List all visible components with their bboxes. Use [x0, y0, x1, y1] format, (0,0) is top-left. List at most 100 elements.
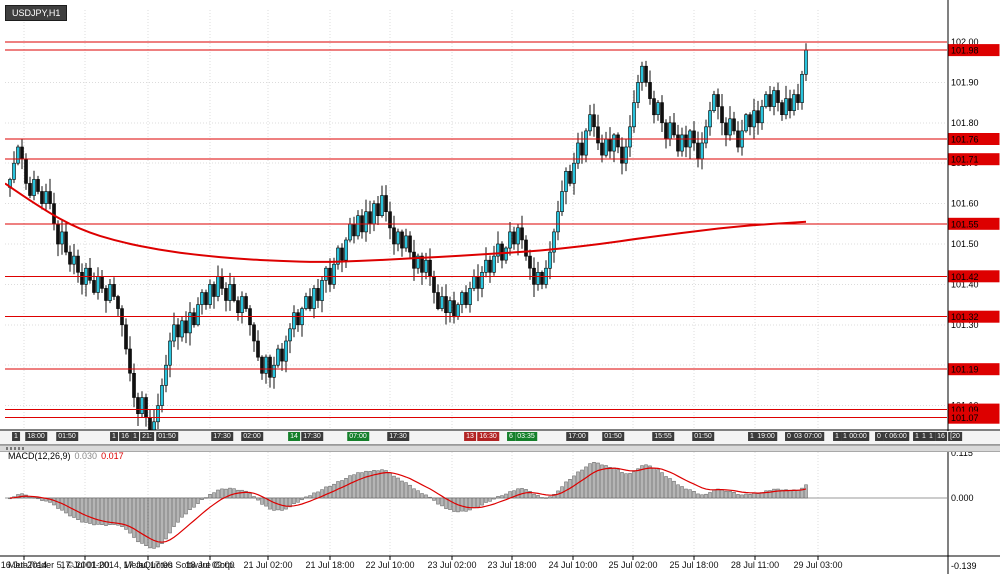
event-marker[interactable]: 1: [920, 432, 928, 441]
time-axis-ticks: [23, 556, 819, 560]
price-tag[interactable]: 101.76: [948, 133, 1000, 145]
svg-text:101.42: 101.42: [951, 272, 979, 282]
event-marker[interactable]: 1: [110, 432, 118, 441]
svg-text:101.98: 101.98: [951, 46, 979, 56]
event-marker[interactable]: 0: [883, 432, 891, 441]
time-axis-label: 29 Jul 03:00: [793, 560, 843, 570]
macd-axis[interactable]: 0.115 0.000 -0.139: [951, 448, 977, 571]
event-marker[interactable]: 01:50: [602, 432, 624, 441]
event-marker[interactable]: 1: [913, 432, 921, 441]
svg-text:-0.139: -0.139: [951, 561, 977, 571]
event-marker[interactable]: 17:30: [301, 432, 323, 441]
event-marker[interactable]: 18:00: [25, 432, 47, 441]
event-marker[interactable]: 14: [288, 432, 300, 441]
event-marker[interactable]: 01:50: [692, 432, 714, 441]
price-axis[interactable]: 102.00101.90101.80101.70101.60101.50101.…: [948, 37, 1000, 424]
splitter-grip-icon[interactable]: [6, 447, 24, 450]
price-tag[interactable]: 101.42: [948, 270, 1000, 283]
event-marker[interactable]: 00:00: [847, 432, 869, 441]
event-marker[interactable]: 17:00: [566, 432, 588, 441]
event-marker[interactable]: 1: [748, 432, 756, 441]
event-marker[interactable]: 13: [464, 432, 476, 441]
time-axis-label: 23 Jul 18:00: [487, 560, 537, 570]
event-marker[interactable]: 6: [507, 432, 515, 441]
svg-text:101.76: 101.76: [951, 135, 979, 145]
event-marker[interactable]: 07:00: [347, 432, 369, 441]
time-axis-label: 17 Jul 01:00: [60, 560, 110, 570]
svg-text:101.32: 101.32: [951, 312, 979, 322]
time-axis-label: 17 Jul 17:00: [123, 560, 173, 570]
symbol-timeframe-label: USDJPY,H1: [5, 5, 68, 21]
event-marker[interactable]: 07:00: [802, 432, 824, 441]
time-axis-label: 22 Jul 10:00: [365, 560, 415, 570]
price-tag[interactable]: 101.19: [948, 363, 1000, 376]
candle-wicks: [9, 43, 807, 430]
svg-text:101.50: 101.50: [951, 239, 979, 249]
copyright-text: MetaTrader 5, © 2001-2014, MetaQuotes So…: [8, 560, 236, 570]
event-marker[interactable]: 1: [12, 432, 20, 441]
event-marker[interactable]: 17:30: [387, 432, 409, 441]
svg-text:101.07: 101.07: [951, 413, 979, 423]
moving-average-line[interactable]: [5, 182, 807, 263]
event-marker[interactable]: 16: [119, 432, 131, 441]
svg-text:101.30: 101.30: [951, 320, 979, 330]
price-tag[interactable]: 101.32: [948, 310, 1000, 323]
time-axis-label: 25 Jul 02:00: [608, 560, 658, 570]
svg-text:101.09: 101.09: [951, 405, 979, 415]
svg-text:101.19: 101.19: [951, 365, 979, 375]
macd-signal-line[interactable]: [9, 467, 807, 543]
event-marker[interactable]: 17:30: [211, 432, 233, 441]
price-tag[interactable]: 101.07: [948, 411, 1000, 424]
event-marker[interactable]: 02:00: [241, 432, 263, 441]
svg-text:101.71: 101.71: [951, 155, 979, 165]
svg-text:102.00: 102.00: [951, 37, 979, 47]
macd-signal-value: 0.017: [101, 451, 124, 461]
macd-main-value: 0.030: [74, 451, 98, 461]
event-marker[interactable]: 16:30: [477, 432, 499, 441]
time-axis-label: 23 Jul 02:00: [427, 560, 477, 570]
event-marker[interactable]: 0: [785, 432, 793, 441]
support-resistance-lines[interactable]: [5, 41, 947, 419]
event-marker[interactable]: 16: [935, 432, 947, 441]
event-marker[interactable]: 21:: [140, 432, 154, 441]
bear-candles: [20, 65, 800, 430]
event-marker[interactable]: 0: [875, 432, 883, 441]
price-tag[interactable]: 101.98: [948, 44, 1000, 57]
time-axis-label: 18 Jul 09:00: [185, 560, 235, 570]
time-axis-label: 28 Jul 11:00: [730, 560, 780, 570]
svg-text:101.40: 101.40: [951, 279, 979, 289]
event-marker[interactable]: 1: [131, 432, 139, 441]
chart-grid: [5, 10, 947, 555]
event-marker[interactable]: 01:50: [156, 432, 178, 441]
svg-text:0.115: 0.115: [951, 448, 973, 458]
event-marker[interactable]: 03:: [792, 432, 806, 441]
time-axis-label: 24 Jul 10:00: [548, 560, 598, 570]
price-tag[interactable]: 101.71: [948, 153, 1000, 166]
event-marker[interactable]: 1: [833, 432, 841, 441]
event-marker[interactable]: 03:35: [515, 432, 537, 441]
event-marker[interactable]: 06:00: [887, 432, 909, 441]
macd-name: MACD(12,26,9): [8, 451, 71, 461]
event-marker[interactable]: [20: [948, 432, 962, 441]
price-tag[interactable]: 101.55: [948, 217, 1000, 230]
event-marker[interactable]: 01:50: [56, 432, 78, 441]
svg-text:101.80: 101.80: [951, 118, 979, 128]
macd-histogram[interactable]: [8, 462, 808, 549]
event-marker[interactable]: 1: [927, 432, 935, 441]
svg-text:101.60: 101.60: [951, 199, 979, 209]
time-axis-label: 21 Jul 02:00: [243, 560, 293, 570]
panel-splitter[interactable]: [0, 445, 1000, 452]
macd-indicator-label: MACD(12,26,9) 0.030 0.017: [8, 451, 124, 461]
event-marker[interactable]: 15:55: [652, 432, 674, 441]
time-axis-label: 21 Jul 18:00: [305, 560, 355, 570]
time-axis-label: 25 Jul 18:00: [669, 560, 719, 570]
event-marker[interactable]: 19:00: [755, 432, 777, 441]
event-marker-strip[interactable]: 1 18:00 01:50 1 16 1 21: 01:50 17:30 02:00 14 17:30…: [0, 431, 1000, 445]
time-axis-label: 16 Jul 2014: [0, 560, 48, 570]
event-marker[interactable]: 1: [841, 432, 849, 441]
candlestick-series[interactable]: [8, 43, 808, 432]
time-axis[interactable]: 16 Jul 2014 17 Jul 01:00 17 Jul 17:00 18 Ju…: [0, 556, 1000, 574]
